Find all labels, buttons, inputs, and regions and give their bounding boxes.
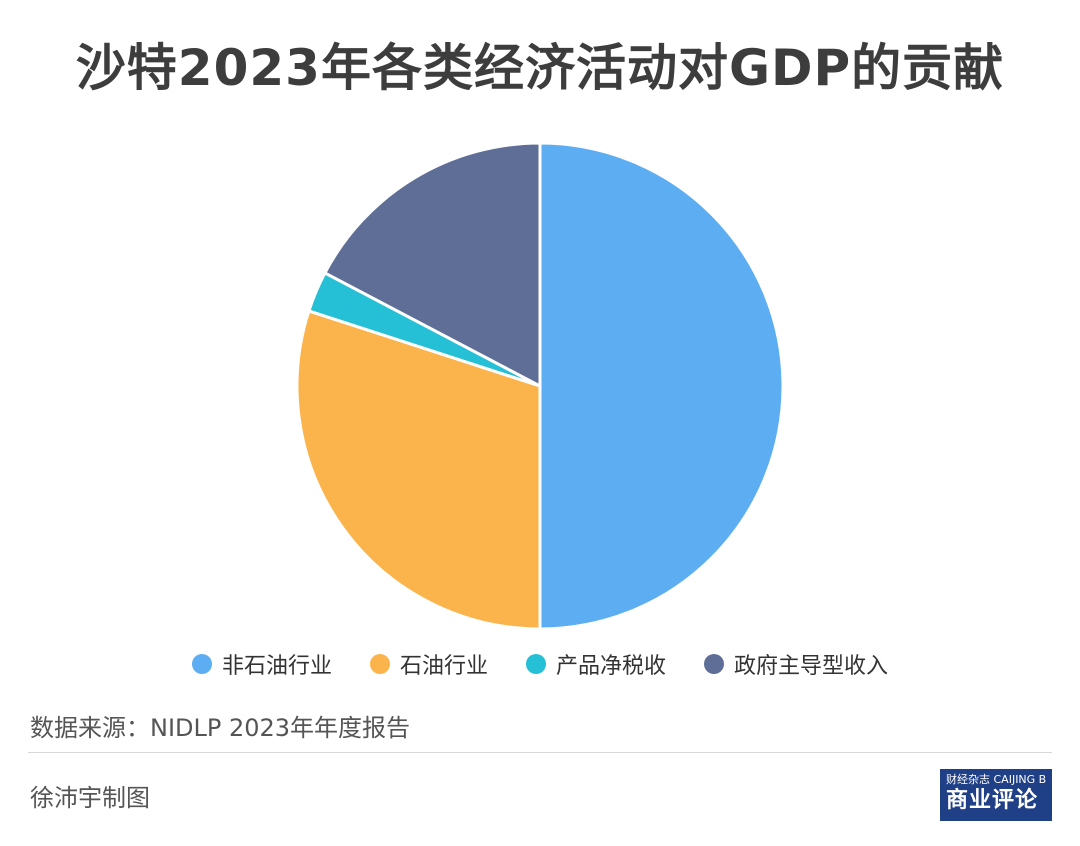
legend-item-net-tax: 产品净税收 (526, 648, 666, 680)
logo-top-text: 财经杂志 CAIJING Business Review (946, 773, 1046, 786)
legend-swatch (704, 654, 725, 674)
pie-slice-non-oil (538, 141, 785, 631)
chart-legend: 非石油行业 石油行业 产品净税收 政府主导型收入 (0, 648, 1080, 680)
pie-slice-government (323, 141, 542, 388)
legend-swatch (191, 654, 212, 674)
legend-swatch (526, 654, 546, 674)
legend-item-government: 政府主导型收入 (704, 648, 888, 680)
data-source: 数据来源：NIDLP 2023年年度报告 (30, 714, 411, 742)
legend-label: 非石油行业 (221, 654, 332, 679)
chart-title: 沙特2023年各类经济活动对GDP的贡献 (75, 39, 1005, 97)
publisher-logo: 财经杂志 CAIJING Business Review 商业评论 (940, 769, 1052, 821)
author-credit: 徐沛宇制图 (30, 784, 150, 812)
legend-label: 政府主导型收入 (734, 654, 889, 679)
pie-slice-oil (295, 309, 542, 631)
legend-label: 产品净税收 (556, 654, 667, 679)
legend-swatch (369, 654, 390, 674)
legend-item-non-oil: 非石油行业 (191, 648, 332, 680)
legend-label: 石油行业 (399, 654, 488, 679)
logo-main-text: 商业评论 (946, 788, 1039, 813)
legend-item-oil: 石油行业 (369, 648, 488, 680)
divider (28, 752, 1052, 753)
